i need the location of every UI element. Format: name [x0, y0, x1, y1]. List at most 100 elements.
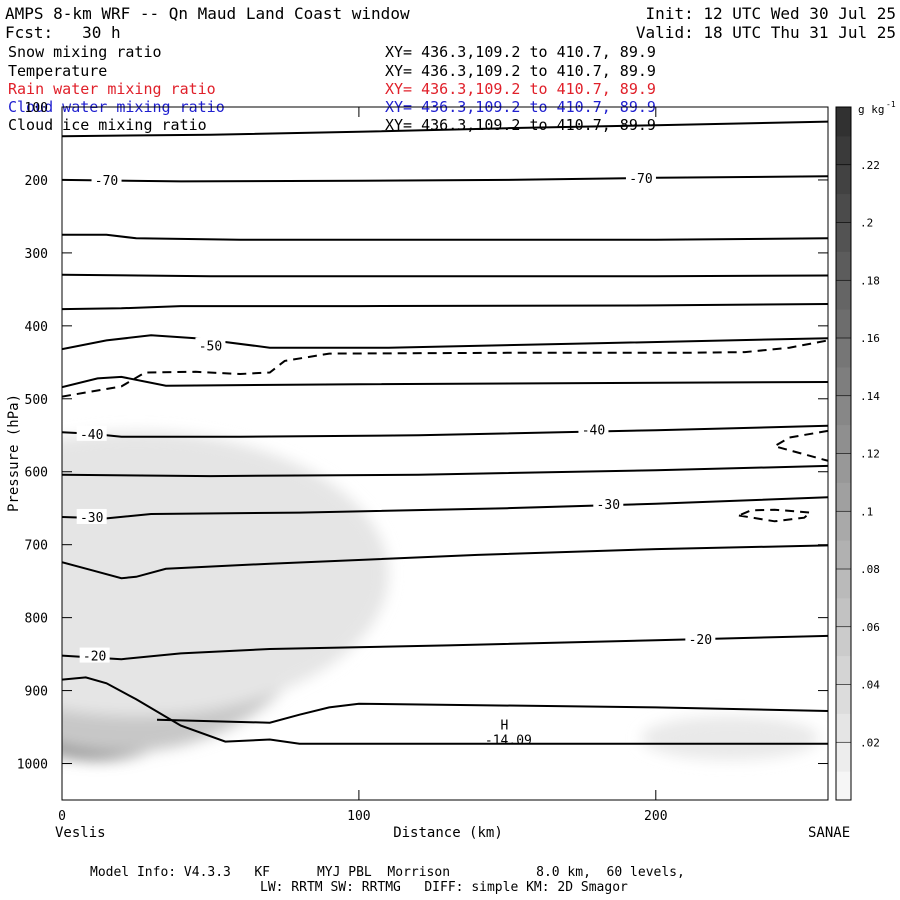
colorbar-segment	[836, 135, 851, 166]
colorbar-tick-label: .18	[860, 274, 880, 287]
isotherm-label-bg	[625, 169, 656, 185]
field-xy: XY= 436.3,109.2 to 410.7, 89.9	[385, 43, 656, 61]
init-time: Init: 12 UTC Wed 30 Jul 25	[645, 4, 896, 23]
colorbar-segment	[836, 482, 851, 512]
colorbar-segment	[836, 713, 851, 743]
colorbar-segment	[836, 164, 851, 195]
isotherm-line	[62, 544, 828, 580]
y-tick-label: 900	[25, 685, 48, 700]
colorbar-segment	[836, 655, 851, 685]
x-axis-label: Distance (km)	[393, 825, 503, 841]
colorbar-segment	[836, 569, 851, 599]
high-marker-value: -14.09	[485, 733, 532, 748]
shading-blob	[62, 431, 389, 717]
colorbar-segment	[836, 107, 851, 137]
isotherm-label-bg	[578, 421, 609, 437]
physics-info: LW: RRTM SW: RRTMG DIFF: simple KM: 2D S…	[260, 880, 628, 895]
colorbar-segment	[836, 453, 851, 483]
colorbar-segment	[836, 193, 851, 223]
colorbar-tick-label: .12	[860, 448, 880, 461]
isotherm-line	[62, 233, 828, 241]
field-label: Snow mixing ratio	[8, 43, 162, 61]
isotherm-line	[62, 175, 828, 183]
isotherm-label-bg	[195, 337, 226, 353]
colorbar-segment	[836, 684, 851, 714]
isotherm-label-bg	[685, 630, 716, 646]
isotherm-label: -70	[629, 172, 652, 187]
x-tick-label: 100	[347, 809, 370, 824]
colorbar-tick-label: .02	[860, 736, 880, 749]
isotherm-label: -40	[80, 428, 103, 443]
colorbar-tick-label: .06	[860, 621, 880, 634]
mixing-ratio-shading	[62, 431, 820, 760]
y-tick-label: 500	[25, 393, 48, 408]
field-xy: XY= 436.3,109.2 to 410.7, 89.9	[385, 80, 656, 98]
dashed-contours	[62, 339, 828, 523]
colorbar-tick-label: .08	[860, 563, 880, 576]
colorbar-segment	[836, 309, 851, 339]
colorbar-segment	[836, 395, 851, 426]
isotherm-line	[62, 375, 828, 389]
isotherm-label: -70	[95, 174, 118, 189]
isotherm-label-bg	[79, 647, 110, 663]
colorbar-segment	[836, 771, 851, 801]
colorbar-tick-label: .1	[860, 505, 873, 518]
isotherm-label-bg	[76, 508, 107, 524]
y-tick-label: 300	[25, 247, 48, 262]
isotherm-label-bg	[76, 425, 107, 441]
model-info: Model Info: V4.3.3 KF MYJ PBL Morrison 8…	[90, 865, 685, 880]
field-label: Cloud ice mixing ratio	[8, 116, 207, 134]
isotherm-line	[62, 273, 828, 278]
isotherm-label: -20	[689, 633, 712, 648]
isotherm-line	[156, 702, 828, 724]
shading-blob	[640, 716, 820, 760]
isotherm-line	[62, 303, 828, 311]
right-endpoint-label: SANAE	[808, 825, 850, 841]
isotherm-label-bg	[91, 171, 122, 187]
colorbar-segment	[836, 338, 851, 368]
isotherm-line	[62, 676, 828, 745]
colorbar-tick-label: .22	[860, 159, 880, 172]
field-xy: XY= 436.3,109.2 to 410.7, 89.9	[385, 62, 656, 80]
colorbar-segment	[836, 511, 851, 541]
y-tick-label: 200	[25, 174, 48, 189]
colorbar-tick-label: .04	[860, 679, 880, 692]
y-tick-label: 600	[25, 466, 48, 481]
field-label: Temperature	[8, 62, 108, 80]
forecast-hour: Fcst: 30 h	[5, 23, 121, 42]
x-tick-label: 200	[644, 809, 667, 824]
colorbar-segment	[836, 424, 851, 454]
isotherm-line	[62, 120, 828, 138]
high-marker-symbol: H	[500, 718, 508, 733]
isotherm-line	[62, 334, 828, 351]
left-endpoint-label: Veslis	[55, 825, 106, 841]
dashed-contour	[772, 429, 828, 462]
isotherm-label: -50	[199, 340, 222, 355]
colorbar-tick-label: .16	[860, 332, 880, 345]
colorbar-tick-label: .14	[860, 390, 880, 403]
x-tick-label: 0	[58, 809, 66, 824]
valid-time: Valid: 18 UTC Thu 31 Jul 25	[635, 23, 896, 42]
plot-frame	[61, 106, 829, 801]
isotherm-label: -40	[582, 423, 605, 438]
colorbar-segment	[836, 597, 851, 628]
y-tick-label: 100	[25, 101, 48, 116]
isotherm-label: -30	[597, 498, 620, 513]
colorbar-tick-label: .2	[860, 217, 873, 230]
colorbar-segment	[836, 280, 851, 310]
colorbar-segment	[836, 222, 851, 252]
isotherm-label: -30	[80, 511, 103, 526]
colorbar-unit-exponent: -1	[886, 100, 896, 109]
y-tick-label: 400	[25, 320, 48, 335]
y-tick-label: 1000	[17, 758, 48, 773]
colorbar-unit: g kg	[858, 103, 885, 116]
y-axis-label: Pressure (hPa)	[6, 394, 22, 512]
chart-title: AMPS 8-km WRF -- Qn Maud Land Coast wind…	[5, 4, 410, 23]
colorbar-segment	[836, 366, 851, 397]
isotherm-label-bg	[593, 495, 624, 511]
field-label: Rain water mixing ratio	[8, 80, 216, 98]
y-tick-label: 800	[25, 612, 48, 627]
isotherm-line	[62, 464, 828, 478]
colorbar-segment	[836, 540, 851, 570]
